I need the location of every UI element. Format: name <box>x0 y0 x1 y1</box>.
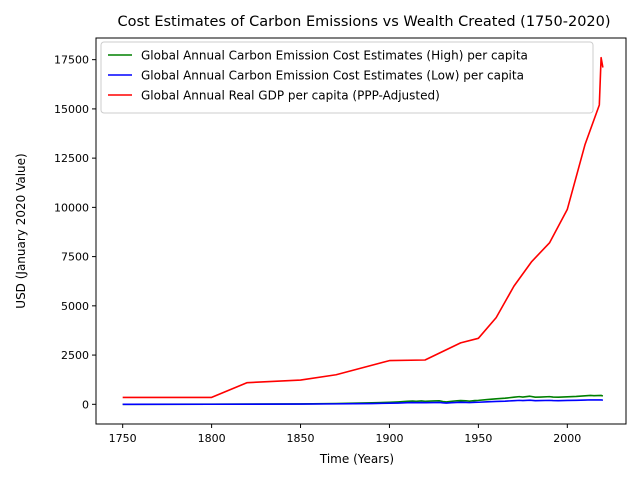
legend-label-3: Global Annual Real GDP per capita (PPP-A… <box>141 89 440 103</box>
y-tick-label: 12500 <box>54 152 89 165</box>
series-line-3 <box>122 56 604 399</box>
x-tick-label: 1750 <box>109 432 137 445</box>
legend-box <box>100 41 594 114</box>
y-tick-label: 5000 <box>61 300 89 313</box>
y-tick-label: 15000 <box>54 103 89 116</box>
legend-label-2: Global Annual Carbon Emission Cost Estim… <box>141 69 524 83</box>
x-tick-label: 1850 <box>287 432 315 445</box>
x-tick-label: 1950 <box>464 432 492 445</box>
y-tick-label: 17500 <box>54 54 89 67</box>
x-axis: 1750 1800 1850 1900 1950 2000 <box>109 424 581 445</box>
y-tick-label: 0 <box>82 398 89 411</box>
chart-title: Cost Estimates of Carbon Emissions vs We… <box>117 14 610 30</box>
plot-frame <box>95 37 627 425</box>
y-tick-label: 7500 <box>61 251 89 264</box>
y-tick-label: 2500 <box>61 349 89 362</box>
x-tick-label: 1900 <box>375 432 403 445</box>
y-tick-label: 10000 <box>54 201 89 214</box>
x-tick-label: 2000 <box>553 432 581 445</box>
x-tick-label: 1800 <box>198 432 226 445</box>
series-line-2 <box>122 399 604 406</box>
y-axis-label: USD (January 2020 Value) <box>14 153 28 308</box>
legend-label-1: Global Annual Carbon Emission Cost Estim… <box>141 49 528 63</box>
plot-area <box>122 56 604 406</box>
y-axis: 0 2500 5000 7500 10000 12500 15000 17500 <box>54 54 96 411</box>
x-axis-label: Time (Years) <box>319 452 394 466</box>
series-line-1 <box>122 394 604 406</box>
legend: Global Annual Carbon Emission Cost Estim… <box>100 41 594 114</box>
